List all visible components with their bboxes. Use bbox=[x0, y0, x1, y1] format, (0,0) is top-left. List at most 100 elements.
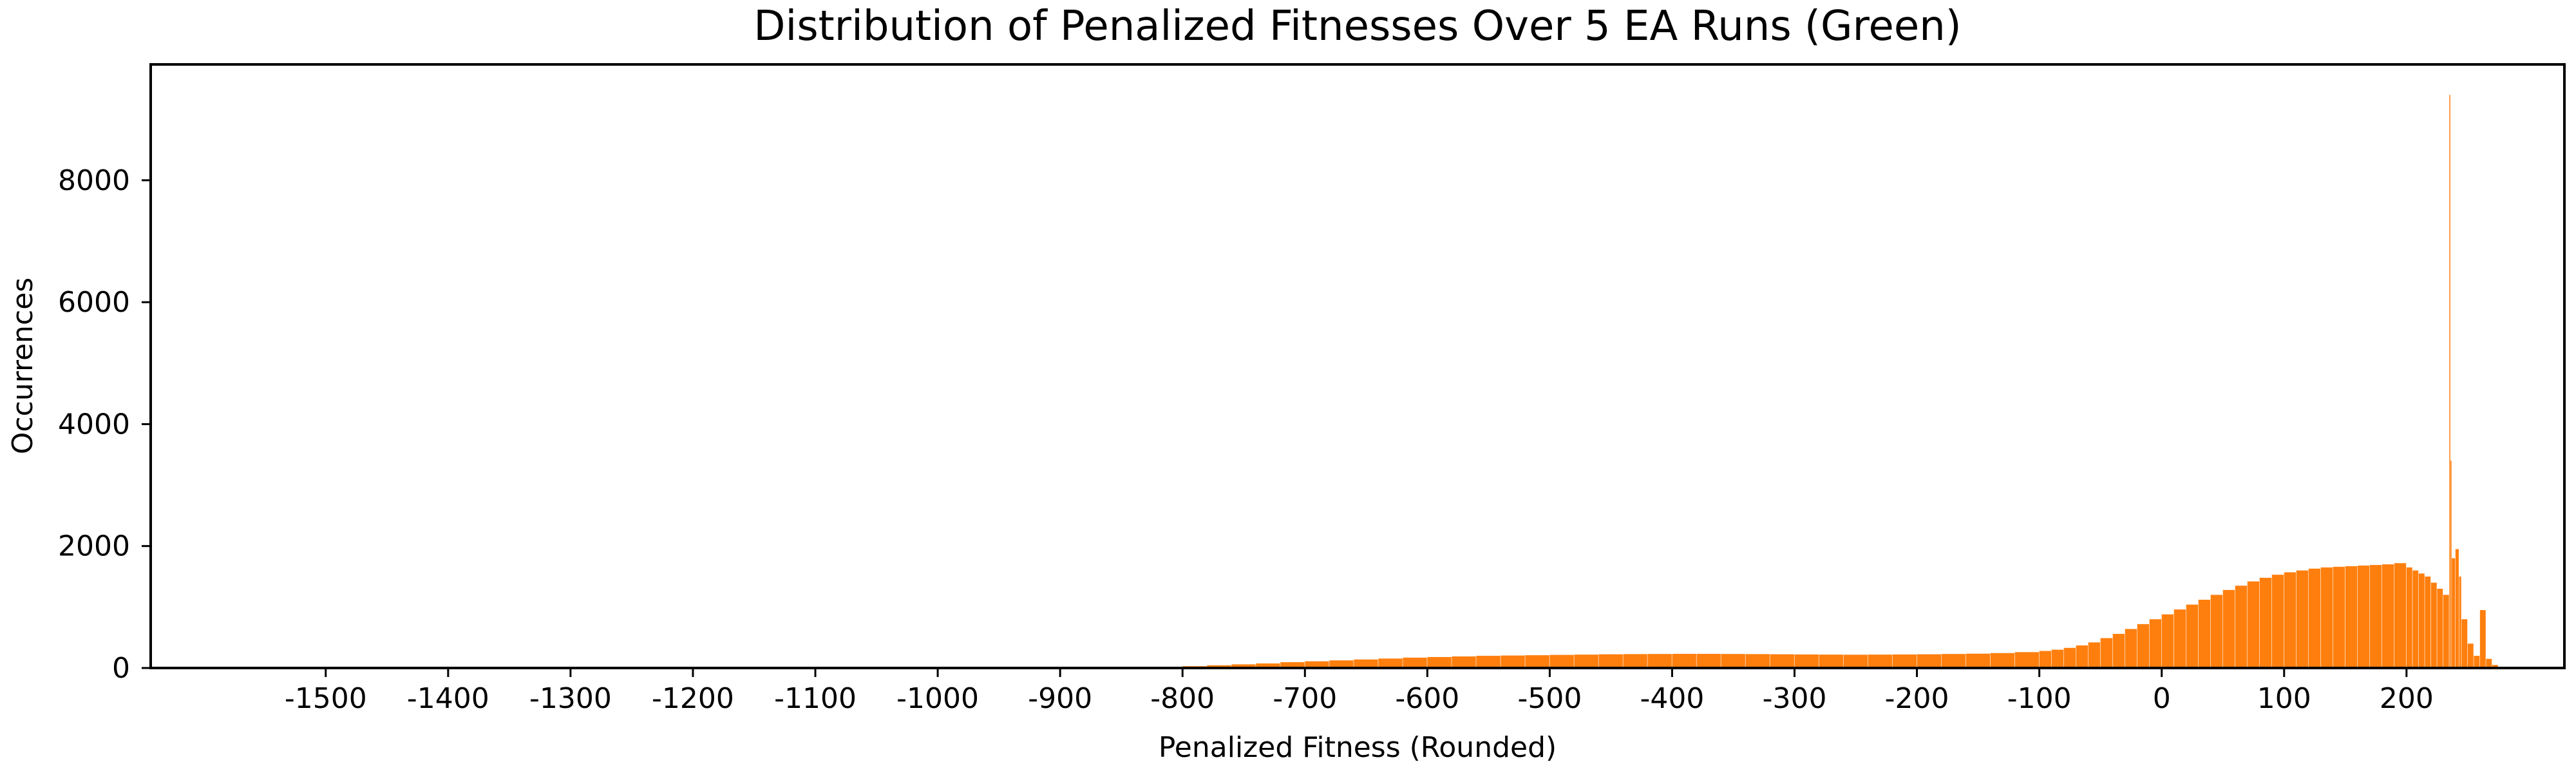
bar bbox=[1721, 654, 1745, 668]
bar bbox=[2443, 595, 2449, 668]
bar bbox=[2450, 461, 2452, 668]
bar bbox=[2437, 588, 2443, 668]
bar bbox=[1525, 655, 1549, 668]
bar bbox=[2369, 565, 2382, 668]
plot-frame bbox=[149, 63, 2566, 669]
x-tick-label: -300 bbox=[1763, 682, 1827, 715]
bar bbox=[2235, 586, 2248, 668]
x-axis-label: Penalized Fitness (Rounded) bbox=[1159, 731, 1557, 764]
bar bbox=[1868, 654, 1892, 668]
x-tick-label: 0 bbox=[2153, 682, 2171, 715]
bar bbox=[1501, 655, 1525, 668]
y-axis-label: Occurrences bbox=[6, 278, 39, 454]
bar bbox=[1623, 654, 1647, 668]
bar bbox=[1794, 654, 1819, 668]
bar bbox=[1280, 662, 1305, 668]
x-tick-label: -100 bbox=[2007, 682, 2072, 715]
bar bbox=[2088, 642, 2101, 668]
y-tick-label: 4000 bbox=[58, 408, 130, 441]
bar bbox=[2014, 652, 2040, 668]
bar bbox=[1329, 660, 1354, 668]
bar bbox=[2492, 665, 2498, 668]
x-tick-label: -200 bbox=[1885, 682, 1949, 715]
bar bbox=[1843, 654, 1868, 668]
bar bbox=[1476, 656, 1501, 668]
bar bbox=[1231, 664, 1256, 668]
bar bbox=[1403, 657, 1427, 668]
bar bbox=[1647, 654, 1672, 668]
bar bbox=[1941, 654, 1965, 668]
chart-title: Distribution of Penalized Fitnesses Over… bbox=[753, 3, 1962, 50]
x-tick-label: -1200 bbox=[652, 682, 734, 715]
bar bbox=[2345, 566, 2358, 668]
bar bbox=[1917, 654, 1941, 668]
bar bbox=[2394, 563, 2407, 668]
x-tick-label: -600 bbox=[1395, 682, 1459, 715]
y-tick-label: 8000 bbox=[58, 164, 130, 197]
bar bbox=[2210, 595, 2223, 668]
bar bbox=[2452, 558, 2456, 668]
bar bbox=[2467, 644, 2474, 668]
bar bbox=[2247, 581, 2260, 668]
bar bbox=[2284, 572, 2297, 668]
bar bbox=[2486, 658, 2492, 668]
bar bbox=[1574, 654, 1598, 668]
bar bbox=[2455, 549, 2459, 668]
x-tick-label: -1500 bbox=[285, 682, 367, 715]
bar bbox=[2112, 634, 2125, 668]
bar bbox=[2100, 638, 2113, 668]
bar bbox=[2449, 95, 2450, 668]
bar bbox=[2425, 577, 2431, 668]
bar bbox=[2308, 568, 2321, 668]
bar bbox=[1745, 654, 1770, 668]
bar bbox=[1770, 654, 1794, 668]
bar bbox=[1990, 653, 2015, 668]
bar bbox=[2459, 577, 2461, 668]
bar bbox=[2161, 614, 2174, 668]
y-tick-label: 0 bbox=[112, 652, 130, 685]
bar bbox=[1452, 656, 1476, 668]
bar bbox=[1378, 658, 1403, 668]
bar bbox=[2412, 570, 2419, 668]
bar bbox=[2479, 610, 2486, 668]
bar bbox=[2149, 619, 2162, 668]
bar bbox=[2051, 649, 2064, 668]
bar bbox=[2320, 567, 2333, 668]
bar bbox=[1354, 659, 1378, 668]
x-tick-label: 100 bbox=[2257, 682, 2311, 715]
bar bbox=[2406, 567, 2412, 668]
bar bbox=[2076, 645, 2088, 668]
bar bbox=[2125, 629, 2137, 668]
x-tick-label: -400 bbox=[1640, 682, 1705, 715]
bar bbox=[1305, 661, 1329, 668]
x-tick-label: 200 bbox=[2380, 682, 2434, 715]
bar bbox=[2418, 573, 2425, 668]
x-tick-label: -1300 bbox=[529, 682, 612, 715]
bar bbox=[2222, 589, 2235, 668]
bar bbox=[2063, 647, 2076, 668]
y-tick-label: 2000 bbox=[58, 530, 130, 563]
bar bbox=[1549, 654, 1574, 668]
bar bbox=[1819, 654, 1843, 668]
y-axis: 0 2000 4000 6000 8000 bbox=[58, 164, 151, 685]
bar bbox=[2186, 604, 2199, 668]
bar bbox=[1672, 654, 1696, 668]
bar bbox=[2333, 566, 2345, 668]
bar bbox=[2259, 577, 2272, 668]
bar bbox=[2430, 582, 2437, 668]
bar bbox=[2039, 651, 2052, 668]
bar bbox=[2461, 619, 2468, 668]
bar bbox=[2382, 564, 2394, 668]
bar bbox=[2357, 565, 2370, 668]
bar bbox=[2174, 609, 2186, 668]
x-tick-label: -1000 bbox=[896, 682, 979, 715]
y-tick-label: 6000 bbox=[58, 286, 130, 319]
bar bbox=[1965, 653, 1991, 668]
x-tick-label: -700 bbox=[1273, 682, 1337, 715]
x-tick-label: -800 bbox=[1150, 682, 1215, 715]
bar bbox=[1696, 654, 1721, 668]
bar bbox=[2271, 575, 2284, 668]
bars-layer bbox=[1109, 95, 2498, 668]
x-tick-label: -1100 bbox=[774, 682, 857, 715]
